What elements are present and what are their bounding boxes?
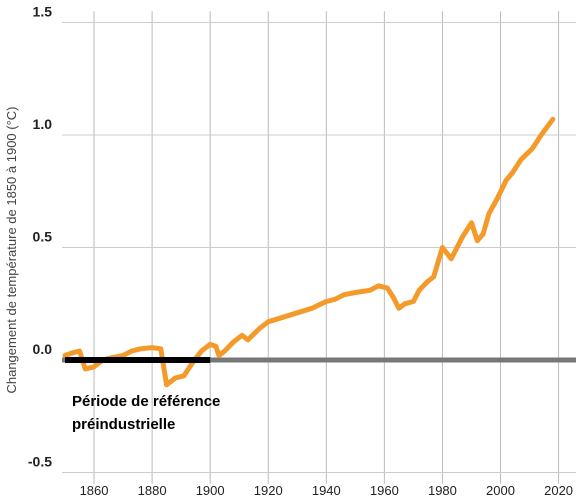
y-tick-label: 0.5 <box>33 229 53 245</box>
annotation: Période de référence <box>72 393 220 410</box>
x-tick-label: 1920 <box>254 483 283 497</box>
y-tick-label: 0.0 <box>33 341 53 357</box>
x-tick-label: 2000 <box>486 483 515 497</box>
x-tick-label: 1980 <box>428 483 457 497</box>
x-tick-label: 1960 <box>370 483 399 497</box>
x-tick-label: 1900 <box>196 483 225 497</box>
x-tick-label: 2020 <box>544 483 573 497</box>
annotation: préindustrielle <box>72 416 175 433</box>
line <box>62 116 556 388</box>
y-tick-label: 1.0 <box>33 116 53 132</box>
y-tick-label: 1.5 <box>33 4 53 20</box>
y-tick-label: -0.5 <box>28 454 52 470</box>
x-tick-label: 1880 <box>138 483 167 497</box>
x-tick-label: 1860 <box>80 483 109 497</box>
x-tick-label: 1940 <box>312 483 341 497</box>
y-axis-label: Changement de température de 1850 à 1900… <box>4 106 19 393</box>
